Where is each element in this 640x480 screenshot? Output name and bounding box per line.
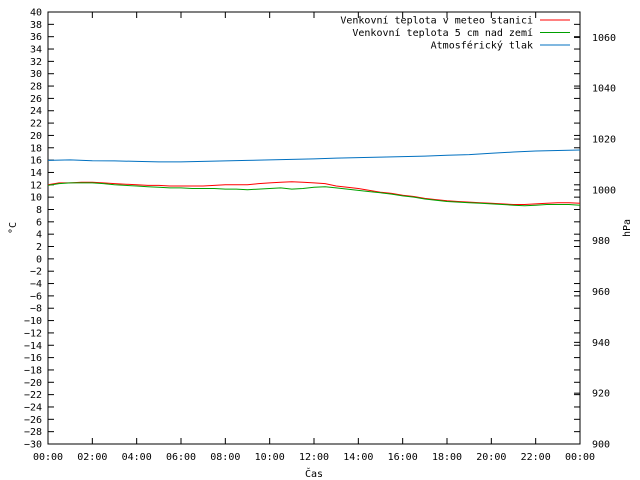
plot-border — [47, 11, 581, 445]
y2-tick-label: 920 — [592, 389, 610, 400]
y-tick-label: 32 — [30, 57, 42, 68]
legend-label: Venkovní teplota v meteo stanici — [340, 15, 533, 27]
y-tick-label: 14 — [30, 168, 42, 179]
legend-label: Atmosférický tlak — [431, 40, 533, 52]
y-tick-label: −20 — [24, 378, 42, 389]
series-line-2 — [47, 182, 581, 207]
y-tick-label: −4 — [30, 279, 42, 290]
y-tick-label: 12 — [30, 180, 42, 191]
y2-tick-label: 940 — [592, 338, 610, 349]
y-tick-label: 24 — [30, 106, 42, 117]
x-axis: 00:00 02:00 04:00 06:00 08:00 10:00 12:00 14:00… — [33, 12, 595, 463]
x-tick-label: 04:00 — [122, 452, 152, 463]
y2-tick-label: 1000 — [592, 185, 616, 196]
y-tick-label: 8 — [36, 205, 42, 216]
y-tick-label: −22 — [24, 390, 42, 401]
x-tick-label: 14:00 — [343, 452, 373, 463]
x-tick-label: 10:00 — [255, 452, 285, 463]
y-tick-label: 22 — [30, 119, 42, 130]
y-tick-label: 36 — [30, 32, 42, 43]
y-tick-label: −10 — [24, 316, 42, 327]
y-tick-label: −26 — [24, 415, 42, 426]
y-tick-label: 6 — [36, 217, 42, 228]
x-tick-label: 18:00 — [432, 452, 462, 463]
y-axis-left: −30−28−26−24−22−20−18−16−14−12−10−8−6−4−… — [24, 8, 580, 451]
x-tick-label: 20:00 — [476, 452, 506, 463]
y-tick-label: 40 — [30, 8, 42, 19]
y-tick-label: 10 — [30, 193, 42, 204]
y-tick-label: 34 — [30, 45, 42, 56]
legend-label: Venkovní teplota 5 cm nad zemí — [352, 27, 533, 39]
y2-axis-label: hPa — [622, 219, 633, 237]
y-tick-label: 38 — [30, 20, 42, 31]
series-line-1 — [47, 181, 581, 205]
y-tick-label: −24 — [24, 402, 42, 413]
y-tick-label: −30 — [24, 440, 42, 451]
y-tick-label: −2 — [30, 267, 42, 278]
y-tick-label: −28 — [24, 427, 42, 438]
y2-tick-label: 1040 — [592, 84, 616, 95]
y-tick-label: −16 — [24, 353, 42, 364]
y2-tick-label: 980 — [592, 236, 610, 247]
y-axis-right: 900 920 940 960 980 1000 1020 1040 1060 — [574, 33, 616, 451]
y-tick-label: 0 — [36, 254, 42, 265]
y-tick-label: 30 — [30, 69, 42, 80]
y-tick-label: −12 — [24, 328, 42, 339]
y-tick-label: 20 — [30, 131, 42, 142]
y2-tick-label: 900 — [592, 440, 610, 451]
x-tick-label: 16:00 — [388, 452, 418, 463]
x-tick-label: 06:00 — [166, 452, 196, 463]
y-tick-label: 16 — [30, 156, 42, 167]
y-tick-label: −6 — [30, 291, 42, 302]
x-axis-label: Čas — [305, 467, 323, 480]
x-tick-label: 08:00 — [210, 452, 240, 463]
y-tick-label: 2 — [36, 242, 42, 253]
series-line-3 — [47, 149, 581, 163]
y-tick-label: −18 — [24, 365, 42, 376]
y-tick-label: 4 — [36, 230, 42, 241]
x-tick-label: 00:00 — [565, 452, 595, 463]
y-tick-label: −8 — [30, 304, 42, 315]
y-tick-label: −14 — [24, 341, 42, 352]
legend: Venkovní teplota v meteo staniciVenkovní… — [340, 15, 570, 52]
x-tick-label: 12:00 — [299, 452, 329, 463]
y2-tick-label: 960 — [592, 287, 610, 298]
y2-tick-label: 1020 — [592, 135, 616, 146]
y-tick-label: 26 — [30, 94, 42, 105]
x-tick-label: 00:00 — [33, 452, 63, 463]
series-lines — [47, 149, 581, 207]
y-tick-label: 18 — [30, 143, 42, 154]
y-axis-label: °C — [8, 222, 19, 234]
x-tick-label: 02:00 — [77, 452, 107, 463]
y-tick-label: 28 — [30, 82, 42, 93]
y2-tick-label: 1060 — [592, 33, 616, 44]
x-tick-label: 22:00 — [521, 452, 551, 463]
